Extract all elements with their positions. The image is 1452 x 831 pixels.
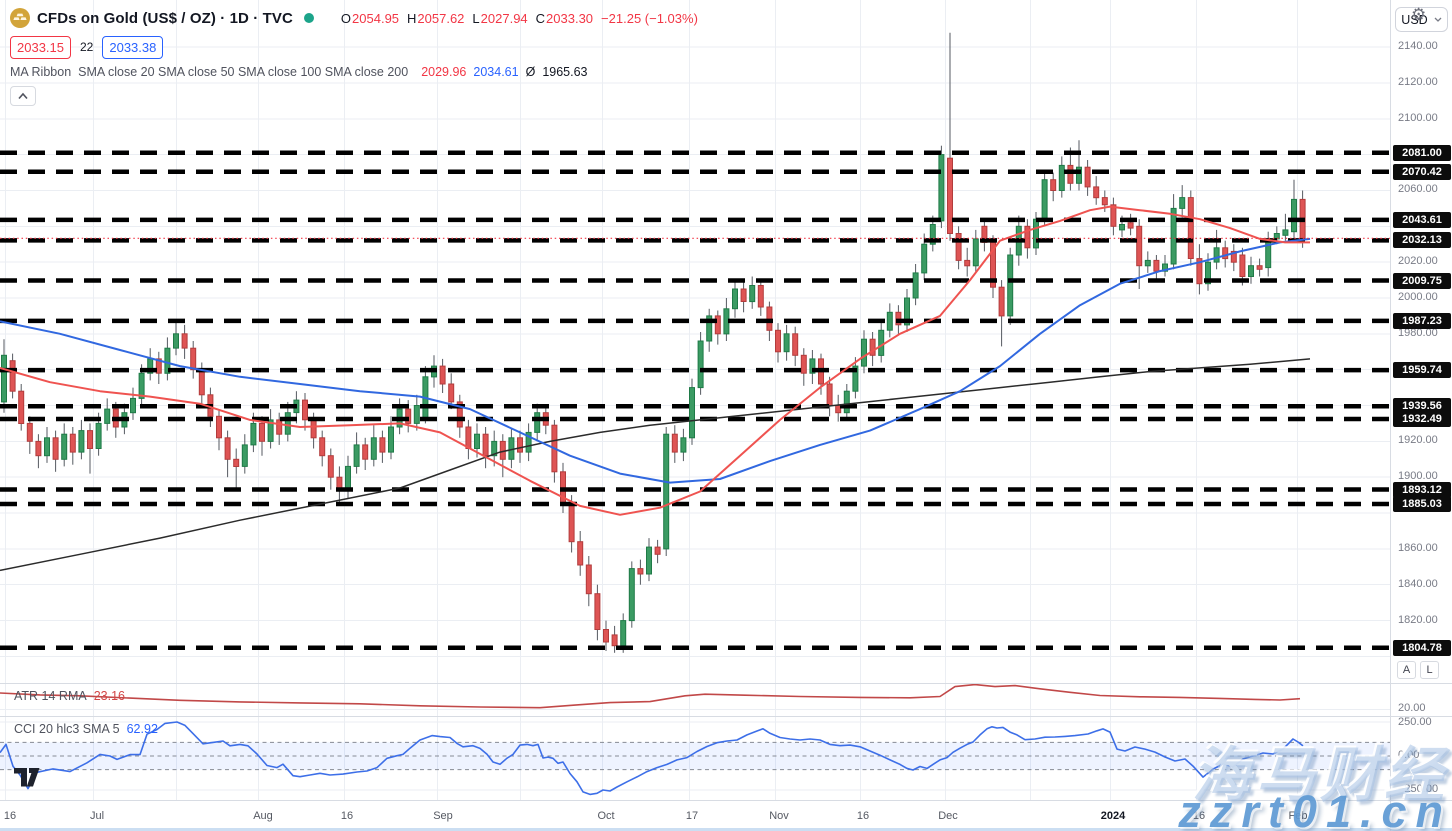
- price-tick-label: 2120.00: [1398, 76, 1438, 88]
- price-level-badge[interactable]: 1987.23: [1393, 313, 1451, 329]
- price-level-badge[interactable]: 1885.03: [1393, 496, 1451, 512]
- sma50-value: 2034.61: [473, 65, 519, 79]
- price-tick-label: 2000.00: [1398, 291, 1438, 303]
- price-tick-label: 1840.00: [1398, 578, 1438, 590]
- price-level-badge[interactable]: 2032.13: [1393, 232, 1451, 248]
- time-axis[interactable]: 16 Jul Aug 16 Sep Oct 17 Nov 16 Dec 2024 16 Feb: [0, 800, 1452, 831]
- time-axis-label: 17: [685, 810, 699, 822]
- atr-indicator-label[interactable]: ATR 14 RMA: [14, 689, 87, 703]
- price-axis[interactable]: USD A L 20.00 250.00 0.00 −250.00 2140.0…: [1390, 0, 1452, 800]
- atr-value: 23.16: [93, 689, 125, 703]
- time-axis-label: Aug: [253, 810, 273, 822]
- price-level-badge[interactable]: 1804.78: [1393, 640, 1451, 656]
- time-axis-settings-gear-icon[interactable]: ⚙: [1411, 5, 1427, 24]
- indicator-params: SMA close 20 SMA close 50 SMA close 100 …: [78, 65, 409, 79]
- market-status-icon[interactable]: [303, 13, 314, 23]
- time-axis-label: Dec: [938, 810, 958, 822]
- currency-selector[interactable]: USD: [1395, 7, 1448, 32]
- price-tick-label: 2100.00: [1398, 112, 1438, 124]
- cci-axis-tick-zero: 0.00: [1398, 749, 1420, 761]
- price-level-badge[interactable]: 2009.75: [1393, 273, 1451, 289]
- price-level-badge[interactable]: 2070.42: [1393, 164, 1451, 180]
- price-level-badge[interactable]: 2081.00: [1393, 145, 1451, 161]
- chevron-down-icon: [1434, 17, 1442, 22]
- price-level-badge[interactable]: 1893.12: [1393, 482, 1451, 498]
- price-tick-label: 2060.00: [1398, 183, 1438, 195]
- gold-symbol-icon: [10, 8, 30, 28]
- time-axis-label: 2024: [1100, 810, 1126, 822]
- bid-price-button[interactable]: 2033.15: [10, 35, 71, 59]
- price-level-badge[interactable]: 1959.74: [1393, 362, 1451, 378]
- auto-scale-button[interactable]: A: [1397, 661, 1416, 679]
- log-scale-button[interactable]: L: [1420, 661, 1439, 679]
- indicator-name[interactable]: MA Ribbon: [10, 65, 72, 79]
- price-tick-label: 1860.00: [1398, 542, 1438, 554]
- avg-symbol: Ø: [525, 65, 536, 79]
- ohlc-values: O2054.95 H2057.62 L2027.94 C2033.30 −21.…: [340, 10, 698, 26]
- time-axis-label: Nov: [769, 810, 789, 822]
- chevron-up-icon: [18, 92, 28, 100]
- watermark-chinese: 海马财经: [1192, 742, 1448, 809]
- time-axis-label: Sep: [433, 810, 453, 822]
- change-value: −21.25 (−1.03%): [601, 10, 698, 26]
- price-level-badge[interactable]: 1932.49: [1393, 411, 1451, 427]
- chart-legend: CFDs on Gold (US$ / OZ) · 1D · TVC O2054…: [10, 6, 698, 106]
- time-axis-label: Jul: [89, 810, 105, 822]
- cci-indicator-label[interactable]: CCI 20 hlc3 SMA 5: [14, 722, 120, 736]
- collapse-legend-button[interactable]: [10, 86, 36, 106]
- price-level-badge[interactable]: 1939.56: [1393, 398, 1451, 414]
- price-level-badge[interactable]: 2043.61: [1393, 212, 1451, 228]
- watermark-strip: [0, 828, 1452, 831]
- spread-value: 22: [80, 40, 94, 54]
- price-tick-label: 2140.00: [1398, 40, 1438, 52]
- time-axis-label: Oct: [597, 810, 615, 822]
- time-axis-label: 16: [856, 810, 870, 822]
- price-tick-label: 1920.00: [1398, 434, 1438, 446]
- symbol-title[interactable]: CFDs on Gold (US$ / OZ) · 1D · TVC: [37, 9, 293, 27]
- time-axis-label: 16: [1192, 810, 1206, 822]
- ask-price-button[interactable]: 2033.38: [102, 35, 164, 59]
- cci-axis-tick-bottom: −250.00: [1398, 783, 1439, 795]
- price-tick-label: 1900.00: [1398, 470, 1438, 482]
- time-axis-label: Feb: [1288, 810, 1308, 822]
- sma200-value: 1965.63: [542, 65, 588, 79]
- cci-axis-tick-top: 250.00: [1398, 716, 1432, 728]
- atr-axis-tick: 20.00: [1398, 702, 1426, 714]
- time-axis-label: 16: [3, 810, 17, 822]
- price-tick-label: 1980.00: [1398, 327, 1438, 339]
- time-axis-label: 16: [340, 810, 354, 822]
- price-tick-label: 2020.00: [1398, 255, 1438, 267]
- axis-corner-divider: [1390, 801, 1391, 831]
- tradingview-logo[interactable]: [14, 768, 41, 792]
- cci-value: 62.92: [126, 722, 158, 736]
- sma20-value: 2029.96: [421, 65, 467, 79]
- price-tick-label: 1820.00: [1398, 614, 1438, 626]
- watermark-url: zzrt01.cn: [1178, 786, 1452, 831]
